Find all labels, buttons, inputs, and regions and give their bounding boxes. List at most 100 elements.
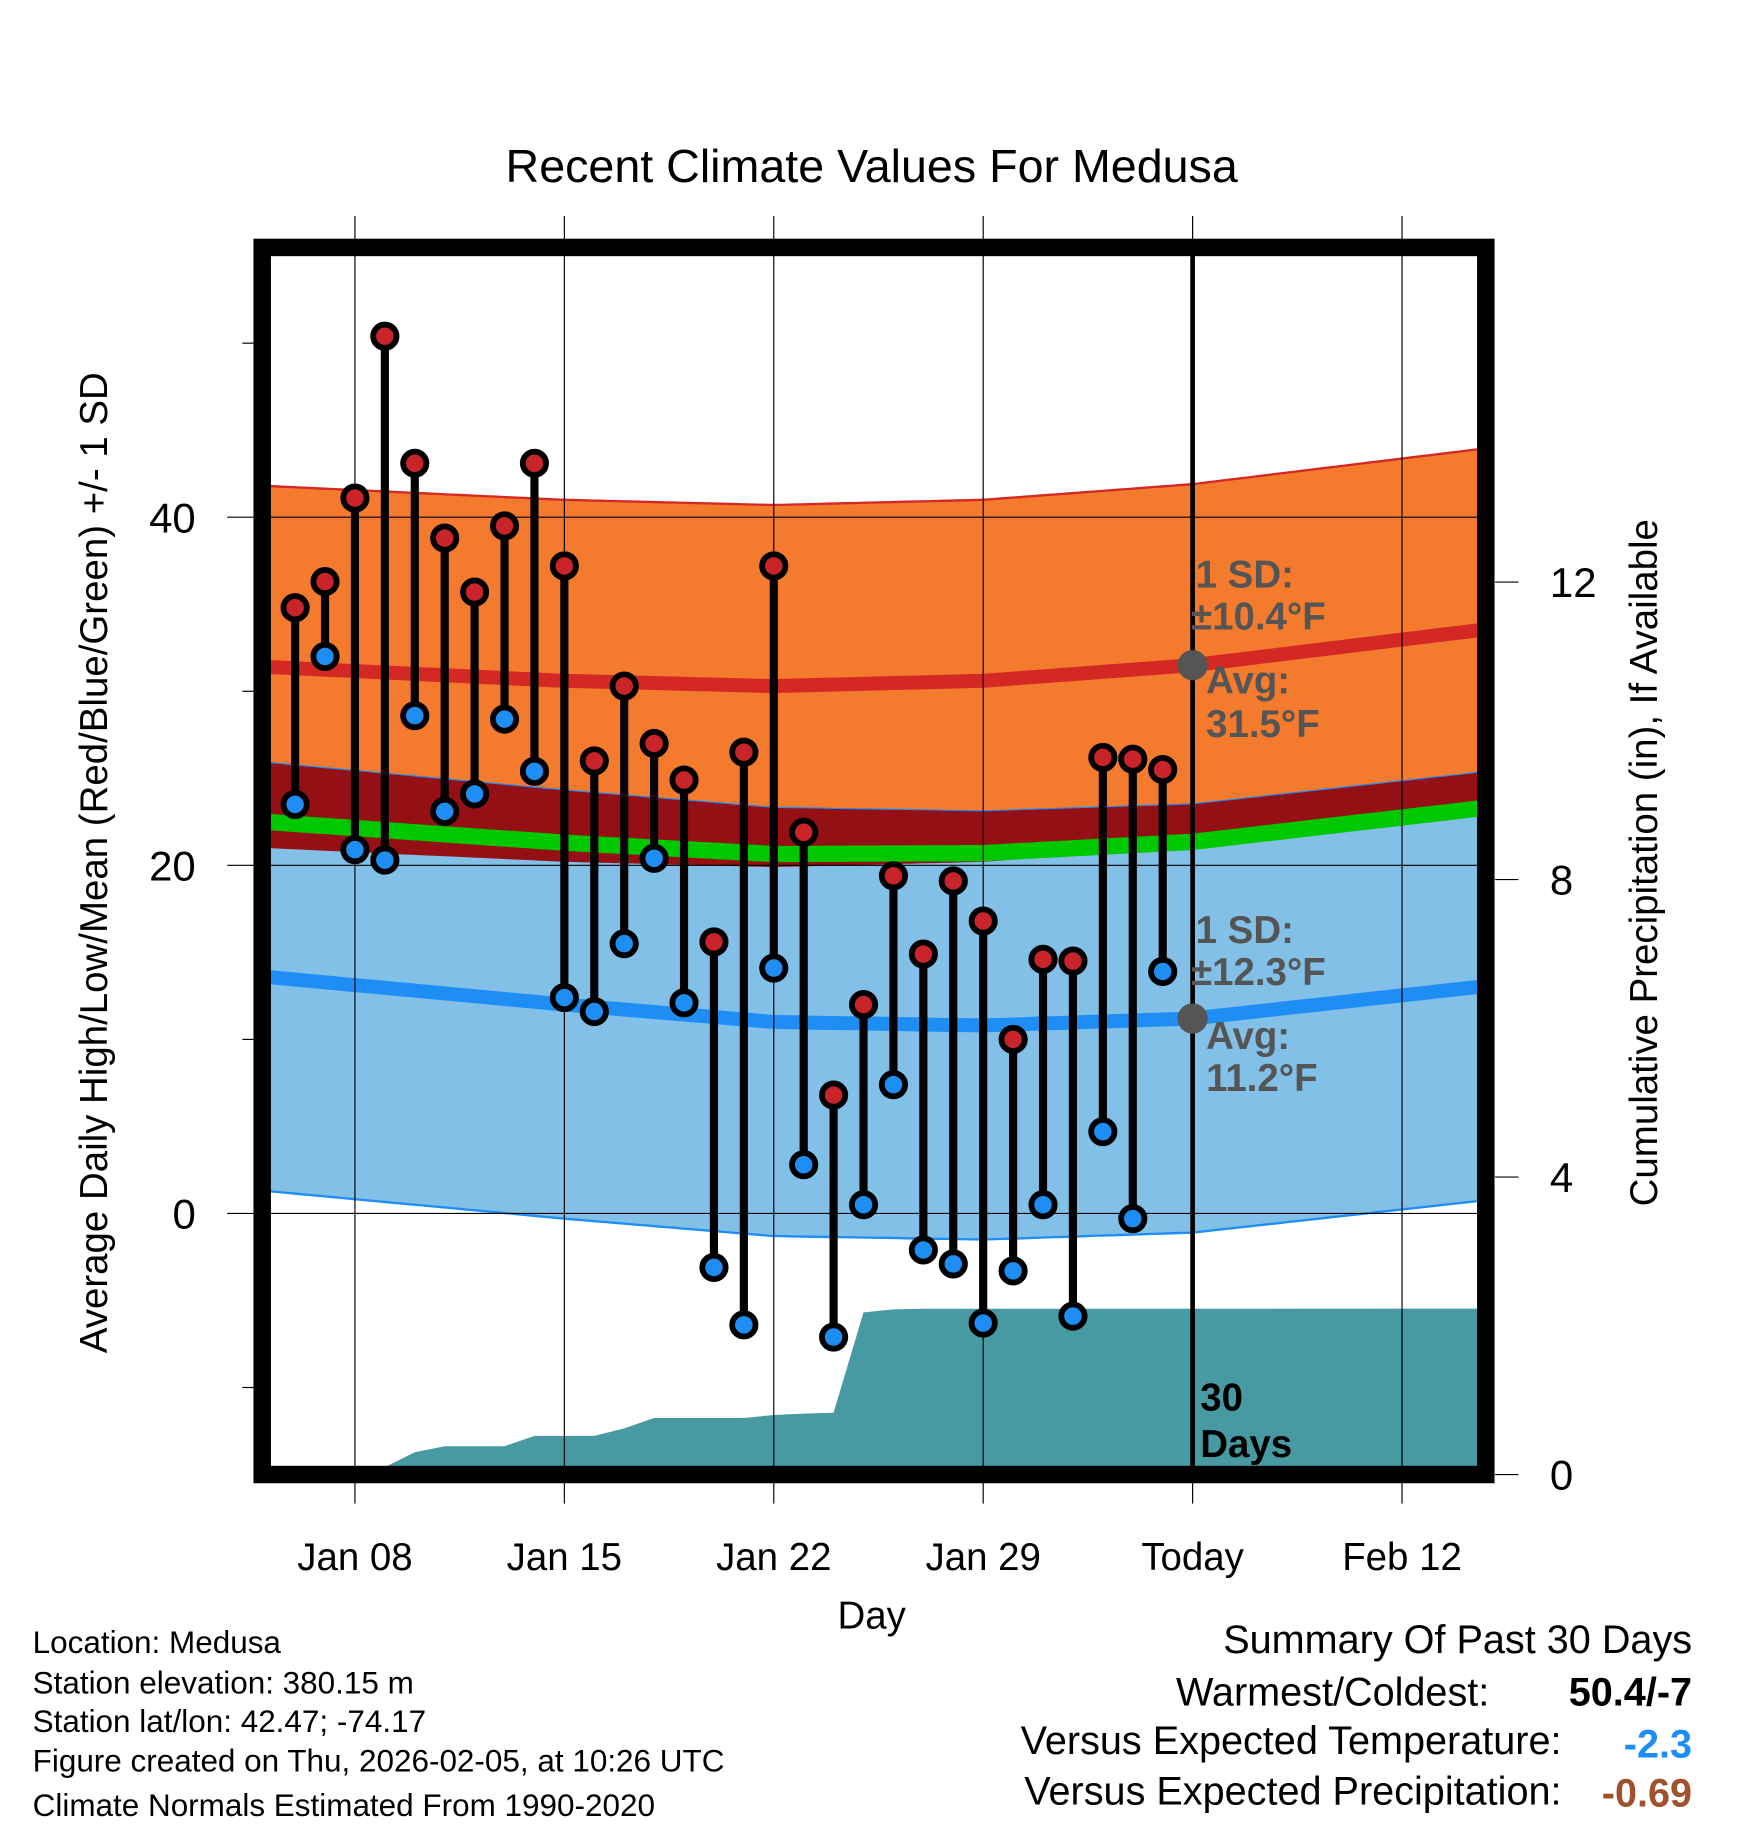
- daily-low-point: [1058, 1301, 1088, 1331]
- daily-low-point: [1028, 1190, 1058, 1220]
- daily-low-point: [938, 1249, 968, 1279]
- low-avg-value: 11.2°F: [1206, 1057, 1318, 1100]
- high-avg-label: Avg:: [1206, 660, 1290, 703]
- daily-low-point: [579, 996, 609, 1027]
- daily-low-point: [609, 929, 639, 959]
- daily-high-point: [579, 746, 609, 776]
- daily-high-point: [819, 1080, 849, 1110]
- daily-high-point: [968, 906, 998, 936]
- daily-low-point: [759, 953, 789, 983]
- precip-days-number: 30: [1200, 1376, 1243, 1419]
- summary-title: Summary Of Past 30 Days: [1223, 1618, 1692, 1662]
- y-tick-label: 0: [172, 1191, 195, 1238]
- daily-high-point: [1148, 755, 1178, 785]
- high-normal-line: [262, 622, 1483, 693]
- daily-high-point: [340, 483, 370, 513]
- daily-low-point: [430, 796, 460, 826]
- daily-high-point: [848, 990, 879, 1020]
- summary-temp-label: Versus Expected Temperature:: [1021, 1719, 1562, 1763]
- high-sd-value: ±10.4°F: [1191, 596, 1326, 639]
- daily-high-point: [908, 939, 938, 969]
- y-right-tick-label: 8: [1550, 857, 1573, 904]
- daily-low-point: [519, 756, 550, 786]
- summary-warmest-label: Warmest/Coldest:: [1176, 1670, 1489, 1714]
- precip-days-word: Days: [1200, 1423, 1292, 1466]
- daily-high-point: [669, 765, 699, 795]
- daily-high-point: [878, 861, 909, 891]
- daily-high-point: [609, 671, 639, 701]
- daily-high-point: [759, 551, 789, 581]
- daily-low-point: [460, 779, 490, 809]
- daily-high-point: [998, 1024, 1028, 1054]
- daily-low-point: [639, 843, 669, 873]
- daily-high-point: [370, 321, 400, 351]
- high-sd-label: 1 SD:: [1196, 554, 1294, 597]
- daily-high-point: [639, 728, 669, 759]
- daily-low-point: [1088, 1117, 1118, 1147]
- daily-low-point: [699, 1252, 729, 1282]
- summary-warmest-value: 50.4/-7: [1569, 1670, 1692, 1714]
- x-tick-label: Jan 15: [507, 1536, 622, 1579]
- y-axis-label-right: Cumulative Precipitation (in), If Availa…: [1623, 519, 1666, 1206]
- daily-low-point: [998, 1256, 1028, 1286]
- low-sd-value: ±12.3°F: [1191, 951, 1326, 994]
- footer-latlon: Station lat/lon: 42.47; -74.17: [33, 1704, 426, 1739]
- x-tick-label: Feb 12: [1342, 1536, 1462, 1579]
- high-avg-today-dot: [1177, 650, 1208, 681]
- summary-precip-value: -0.69: [1602, 1772, 1692, 1816]
- high-avg-value: 31.5°F: [1206, 703, 1320, 746]
- mean-normal-line: [262, 800, 1483, 863]
- daily-high-point: [489, 511, 520, 541]
- daily-high-point: [549, 551, 579, 581]
- daily-high-point: [460, 577, 490, 607]
- plot-frame: [253, 238, 1495, 1484]
- daily-low-point: [340, 835, 370, 865]
- daily-high-point: [789, 817, 819, 847]
- daily-low-point: [729, 1310, 759, 1340]
- daily-low-point: [280, 789, 310, 819]
- low-normal-line: [262, 969, 1483, 1033]
- daily-high-point: [1058, 946, 1088, 976]
- low-avg-label: Avg:: [1206, 1015, 1290, 1058]
- y-tick-label: 40: [149, 494, 196, 541]
- daily-high-point: [430, 523, 460, 553]
- daily-low-point: [1118, 1204, 1148, 1234]
- daily-low-point: [669, 988, 699, 1018]
- x-tick-label: Today: [1141, 1536, 1244, 1579]
- daily-low-point: [878, 1070, 909, 1100]
- daily-high-point: [519, 448, 550, 478]
- x-tick-label: Jan 29: [925, 1536, 1040, 1579]
- daily-low-point: [848, 1190, 879, 1220]
- daily-low-point: [310, 641, 340, 672]
- x-tick-label: Jan 08: [297, 1536, 412, 1579]
- footer-location: Location: Medusa: [33, 1625, 282, 1660]
- footer-normals: Climate Normals Estimated From 1990-2020: [33, 1788, 655, 1823]
- daily-high-point: [280, 593, 310, 623]
- y-right-tick-label: 0: [1550, 1452, 1573, 1499]
- footer-created: Figure created on Thu, 2026-02-05, at 10…: [33, 1744, 725, 1779]
- daily-high-point: [310, 567, 340, 597]
- daily-high-point: [938, 866, 968, 896]
- daily-high-point: [1118, 744, 1148, 774]
- daily-low-point: [1148, 956, 1178, 987]
- daily-low-point: [819, 1322, 849, 1352]
- daily-high-point: [729, 737, 759, 767]
- daily-low-point: [549, 983, 579, 1013]
- y-right-tick-label: 4: [1550, 1154, 1573, 1201]
- daily-low-point: [908, 1235, 938, 1265]
- daily-low-point: [789, 1150, 819, 1180]
- y-right-tick-label: 12: [1550, 559, 1597, 606]
- daily-low-point: [968, 1308, 998, 1338]
- summary-temp-value: -2.3: [1624, 1723, 1692, 1767]
- daily-low-point: [400, 701, 430, 731]
- daily-high-point: [699, 927, 729, 957]
- y-axis-label: Average Daily High/Low/Mean (Red/Blue/Gr…: [73, 372, 116, 1353]
- summary-precip-label: Versus Expected Precipitation:: [1024, 1769, 1561, 1813]
- daily-high-point: [400, 448, 430, 478]
- precip-area: [295, 1308, 1486, 1475]
- daily-low-point: [489, 704, 520, 734]
- x-tick-label: Jan 22: [716, 1536, 831, 1579]
- low-avg-today-dot: [1177, 1003, 1208, 1034]
- y-tick-label: 20: [149, 842, 196, 889]
